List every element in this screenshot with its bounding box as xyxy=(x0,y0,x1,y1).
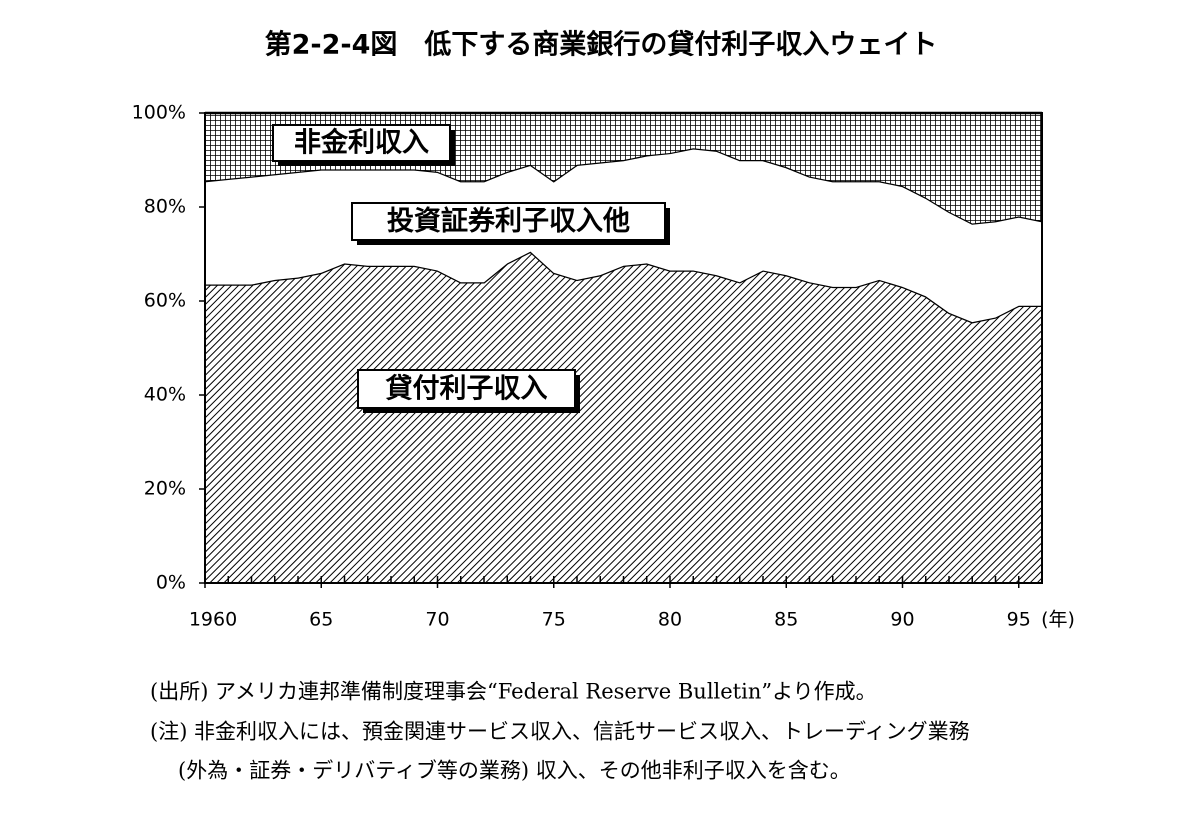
legend-entry: 投資証券利子収入他 xyxy=(351,202,670,245)
legend-entry: 非金利収入 xyxy=(272,124,455,166)
label-box xyxy=(351,202,666,241)
chart-title: 第2-2-4図 低下する商業銀行の貸付利子収入ウェイト xyxy=(265,29,938,61)
x-axis-unit: (年) xyxy=(1041,609,1075,631)
x-tick-label: 70 xyxy=(425,609,449,631)
y-tick-label: 0% xyxy=(156,572,186,594)
y-tick-label: 60% xyxy=(144,290,186,312)
y-tick-label: 40% xyxy=(144,384,186,406)
note: (注) 非金利収入には、預金関連サービス収入、信託サービス収入、トレーディング業… xyxy=(150,720,970,744)
legend-entry: 貸付利子収入 xyxy=(357,369,580,413)
x-tick-label: 75 xyxy=(542,609,566,631)
y-tick-label: 80% xyxy=(144,196,186,218)
x-tick-label: 65 xyxy=(309,609,333,631)
series-label: 貸付利子収入 xyxy=(386,373,548,405)
x-tick-label: 80 xyxy=(658,609,682,631)
x-tick-label: 95 xyxy=(1007,609,1031,631)
x-tick-label: 1960 xyxy=(189,609,237,631)
x-tick-label: 90 xyxy=(890,609,914,631)
label-box xyxy=(272,124,451,162)
y-tick-label: 100% xyxy=(132,102,186,124)
series-label: 非金利収入 xyxy=(294,127,429,159)
area xyxy=(205,251,1042,583)
x-tick-label: 85 xyxy=(774,609,798,631)
label-box xyxy=(357,369,576,409)
series-label: 投資証券利子収入他 xyxy=(387,205,630,237)
note: (外為・証券・デリバティブ等の業務) 収入、その他非利子収入を含む。 xyxy=(178,759,851,783)
y-tick-label: 20% xyxy=(144,478,186,500)
source-note: (出所) アメリカ連邦準備制度理事会“Federal Reserve Bulle… xyxy=(150,680,877,704)
